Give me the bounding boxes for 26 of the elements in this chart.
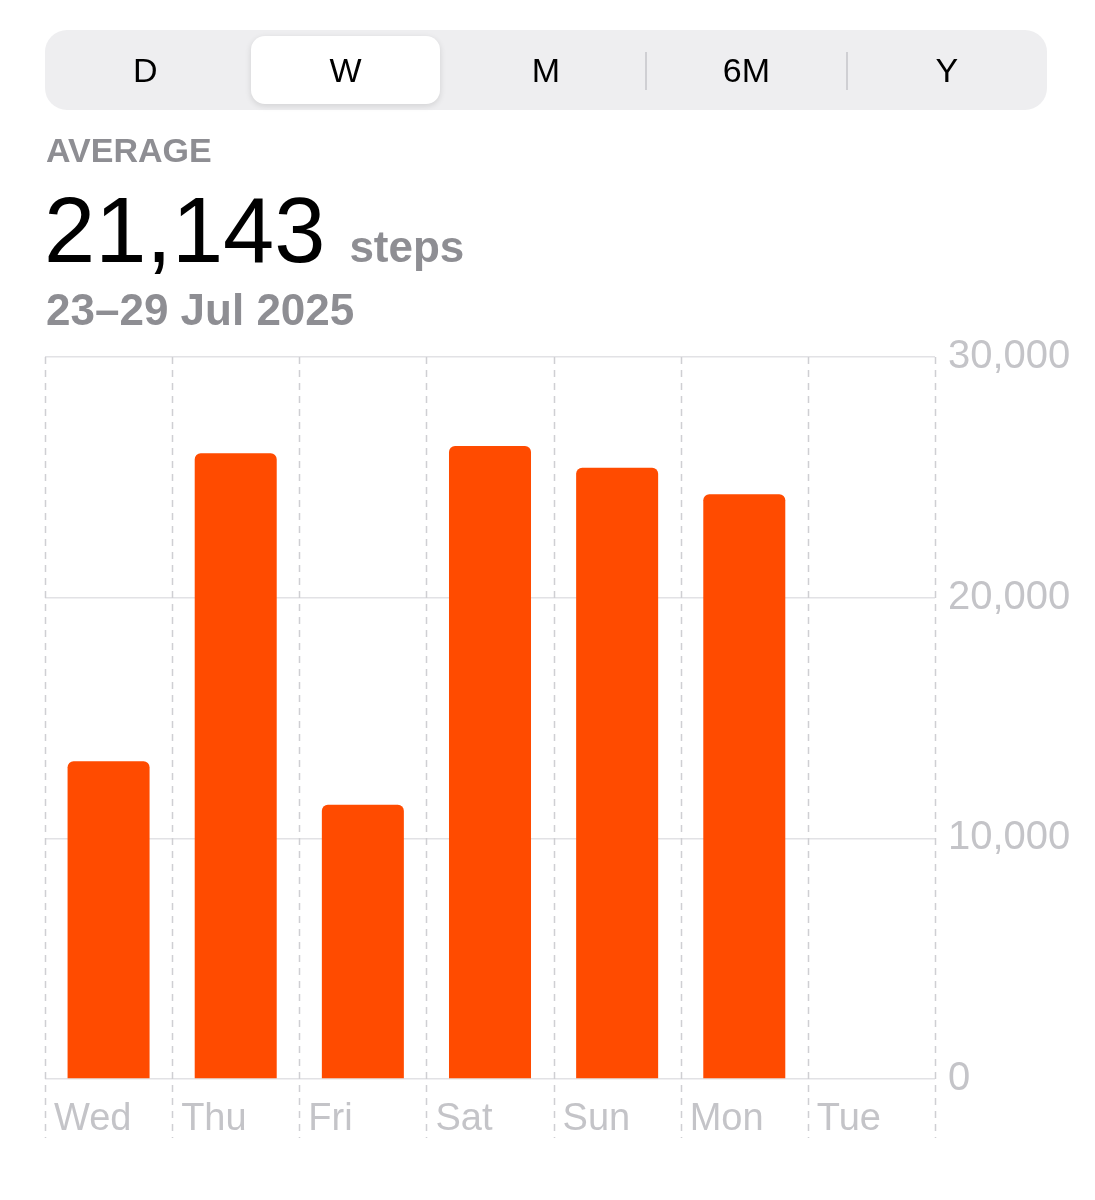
- x-tick-label: Tue: [816, 1096, 881, 1139]
- y-tick-label: 30,000: [948, 332, 1071, 377]
- bar: [576, 467, 659, 1079]
- x-tick-label: Thu: [181, 1096, 247, 1139]
- chart-subtitle: 23–29 Jul 2025: [46, 285, 355, 334]
- x-tick-label: Sun: [562, 1096, 631, 1139]
- text: 21,143: [44, 179, 326, 281]
- x-tick-label: Sat: [435, 1096, 493, 1139]
- chart-title: AVERAGE: [46, 131, 212, 169]
- y-tick-label: 20,000: [948, 572, 1071, 617]
- text: steps: [349, 222, 465, 271]
- bar: [449, 446, 531, 1079]
- bar: [321, 804, 404, 1079]
- x-tick-label: Wed: [54, 1096, 132, 1139]
- period-tab[interactable]: 6M: [652, 36, 841, 104]
- x-tick-label: Mon: [689, 1096, 764, 1139]
- y-tick-label: 0: [948, 1054, 971, 1099]
- period-tab[interactable]: M: [451, 36, 641, 104]
- bar: [703, 494, 786, 1079]
- bar: [194, 453, 277, 1079]
- bar: [67, 761, 150, 1079]
- period-tab[interactable]: D: [51, 36, 240, 104]
- period-tab[interactable]: W: [251, 36, 440, 104]
- period-tab[interactable]: Y: [852, 36, 1041, 104]
- x-tick-label: Fri: [308, 1096, 353, 1139]
- y-tick-label: 10,000: [948, 813, 1071, 858]
